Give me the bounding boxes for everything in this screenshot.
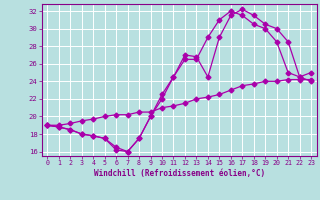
X-axis label: Windchill (Refroidissement éolien,°C): Windchill (Refroidissement éolien,°C) [94,169,265,178]
